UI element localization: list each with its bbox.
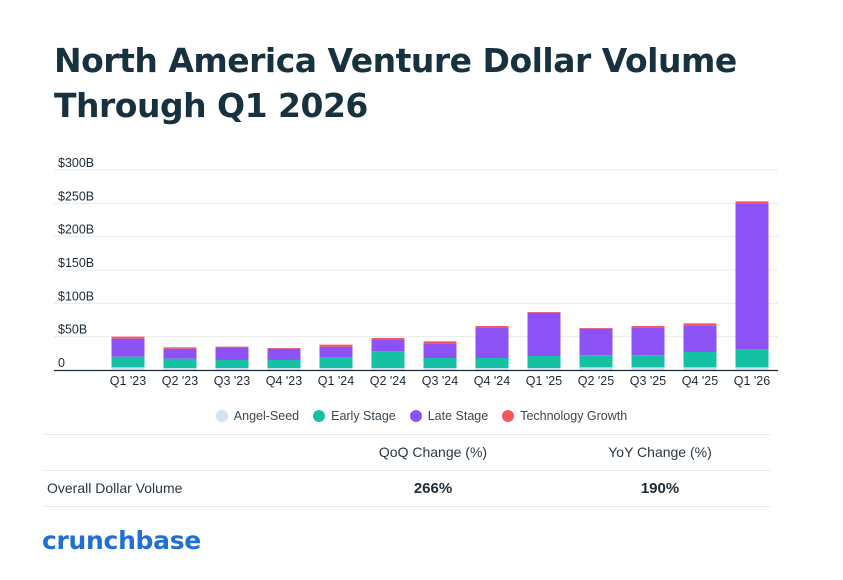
- summary-qoq-value: 266%: [413, 480, 453, 497]
- bar-technology-growth: [215, 346, 249, 348]
- y-tick-label: $50B: [58, 323, 87, 337]
- y-tick-label: $200B: [58, 223, 94, 237]
- bar-angel-seed: [423, 368, 457, 370]
- bar-early-stage: [267, 360, 301, 368]
- bar-angel-seed: [683, 367, 717, 370]
- bar-technology-growth: [423, 341, 457, 344]
- bar-chart: 0 $50B $100B $150B $200B $250B $300B Q1 '23 Q2 '…: [54, 156, 778, 388]
- legend-label: Early Stage: [331, 409, 396, 423]
- bar-technology-growth: [579, 328, 613, 329]
- bar-late-stage: [319, 346, 353, 358]
- bar-early-stage: [527, 356, 561, 368]
- x-tick-label: Q4 '25: [682, 374, 718, 388]
- legend-label: Late Stage: [427, 409, 489, 423]
- bar-early-stage: [111, 356, 145, 368]
- legend-item: Technology Growth: [502, 409, 627, 423]
- bar-angel-seed: [579, 367, 613, 370]
- x-tick-label: Q3 '23: [214, 374, 250, 388]
- x-tick-label: Q3 '24: [422, 374, 458, 388]
- bar-angel-seed: [527, 368, 561, 370]
- bar-late-stage: [215, 348, 249, 360]
- bar-early-stage: [735, 349, 769, 368]
- legend-item: Late Stage: [409, 409, 489, 423]
- legend-item: Angel-Seed: [215, 409, 300, 423]
- bar-technology-growth: [111, 336, 145, 339]
- bar-technology-growth: [683, 323, 717, 326]
- y-tick-label: $300B: [58, 156, 94, 170]
- bar-angel-seed: [319, 368, 353, 370]
- summary-table: QoQ Change (%) YoY Change (%) Overall Do…: [45, 434, 770, 507]
- bar-early-stage: [371, 351, 405, 368]
- legend-label: Angel-Seed: [233, 409, 300, 423]
- bar-angel-seed: [475, 368, 509, 370]
- legend-label: Technology Growth: [520, 409, 628, 423]
- y-tick-label: 0: [58, 356, 65, 370]
- legend-swatch: [215, 410, 228, 422]
- summary-header-row: QoQ Change (%) YoY Change (%): [45, 434, 770, 471]
- bar-late-stage: [111, 338, 145, 357]
- bar-late-stage: [683, 325, 717, 352]
- bar-late-stage: [579, 328, 613, 356]
- bar-technology-growth: [527, 312, 561, 313]
- bar-early-stage: [631, 355, 665, 368]
- summary-yoy-value: 190%: [640, 480, 680, 497]
- x-tick-label: Q1 '24: [318, 374, 354, 388]
- bar-technology-growth: [631, 326, 665, 328]
- x-tick-label: Q3 '25: [630, 374, 666, 388]
- x-tick-label: Q4 '24: [474, 374, 510, 388]
- bar-late-stage: [423, 343, 457, 358]
- summary-header-qoq: QoQ Change (%): [378, 444, 488, 460]
- bar-early-stage: [475, 358, 509, 368]
- bar-early-stage: [579, 355, 613, 368]
- bar-late-stage: [735, 204, 769, 350]
- bar-late-stage: [631, 327, 665, 356]
- legend-swatch: [313, 410, 326, 422]
- bar-early-stage: [319, 357, 353, 368]
- summary-data-row: Overall Dollar Volume 266% 190%: [45, 471, 770, 507]
- y-tick-label: $100B: [58, 289, 94, 303]
- bar-angel-seed: [267, 368, 301, 370]
- chart-legend: Angel-Seed Early Stage Late Stage Technolog…: [0, 409, 843, 423]
- bar-technology-growth: [319, 344, 353, 347]
- x-tick-label: Q1 '23: [110, 374, 146, 388]
- bar-technology-growth: [735, 201, 769, 204]
- bar-technology-growth: [475, 326, 509, 328]
- legend-swatch: [502, 410, 515, 422]
- legend-item: Early Stage: [313, 409, 396, 423]
- x-tick-label: Q2 '25: [578, 374, 614, 388]
- bar-late-stage: [475, 328, 509, 358]
- bar-angel-seed: [111, 367, 145, 370]
- y-tick-label: $250B: [58, 189, 94, 203]
- bar-early-stage: [215, 360, 249, 368]
- crunchbase-logo: crunchbase: [42, 526, 201, 555]
- summary-row-label: Overall Dollar Volume: [47, 480, 183, 496]
- bar-angel-seed: [735, 367, 769, 370]
- bar-angel-seed: [163, 368, 197, 370]
- x-tick-label: Q1 '25: [526, 374, 562, 388]
- legend-swatch: [409, 410, 422, 422]
- bar-technology-growth: [267, 348, 301, 349]
- y-tick-label: $150B: [58, 256, 94, 270]
- chart-title: North America Venture Dollar Volume Thro…: [54, 41, 737, 125]
- bar-technology-growth: [371, 338, 405, 340]
- bar-late-stage: [371, 340, 405, 352]
- bar-late-stage: [267, 348, 301, 360]
- x-tick-label: Q2 '24: [370, 374, 406, 388]
- bar-late-stage: [163, 348, 197, 359]
- summary-header-yoy: YoY Change (%): [608, 444, 712, 460]
- bar-angel-seed: [215, 368, 249, 370]
- bar-early-stage: [683, 352, 717, 368]
- bar-early-stage: [163, 358, 197, 368]
- bar-angel-seed: [631, 367, 665, 370]
- bar-angel-seed: [371, 368, 405, 370]
- x-tick-label: Q4 '23: [266, 374, 302, 388]
- bar-early-stage: [423, 358, 457, 368]
- x-tick-label: Q2 '23: [162, 374, 198, 388]
- bar-late-stage: [527, 312, 561, 356]
- x-tick-label: Q1 '26: [734, 374, 770, 388]
- bar-technology-growth: [163, 347, 197, 349]
